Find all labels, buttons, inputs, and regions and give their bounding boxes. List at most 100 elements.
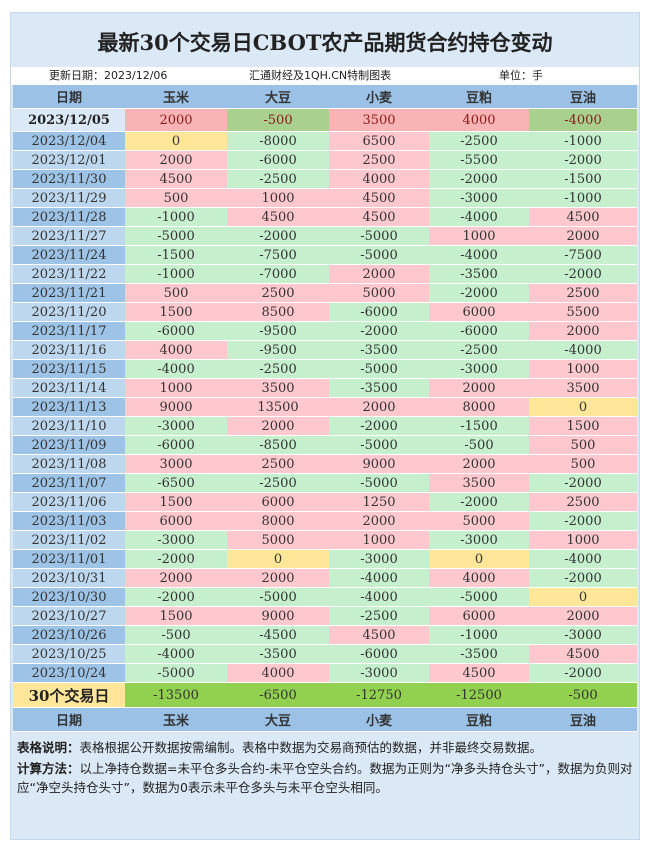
- value-cell: 2000: [529, 226, 637, 246]
- value-cell: -1500: [429, 416, 529, 436]
- date-cell: 2023/12/05: [13, 108, 125, 132]
- value-cell: 6000: [429, 302, 529, 322]
- value-cell: -3500: [329, 340, 429, 360]
- value-cell: -3000: [329, 663, 429, 683]
- subheader: 更新日期：2023/12/06 汇通财经及1QH.CN特制图表 单位：手: [11, 67, 639, 85]
- column-header: 豆粕: [429, 85, 529, 109]
- data-row: 2023/11/08 3000 2500 9000 2000 500: [13, 454, 637, 474]
- value-cell: 0: [429, 549, 529, 569]
- value-cell: -4000: [529, 549, 637, 569]
- value-cell: -4000: [429, 207, 529, 227]
- date-cell: 2023/12/04: [13, 131, 125, 151]
- data-row: 2023/11/09 -6000 -8500 -5000 -500 500: [13, 435, 637, 455]
- value-cell: 8000: [429, 397, 529, 417]
- value-cell: -9500: [227, 340, 329, 360]
- date-cell: 2023/11/14: [13, 378, 125, 398]
- date-cell: 2023/11/21: [13, 283, 125, 303]
- value-cell: -1000: [529, 188, 637, 208]
- value-cell: -8500: [227, 435, 329, 455]
- update-date: 更新日期：2023/12/06: [49, 69, 168, 82]
- value-cell: 8000: [227, 511, 329, 531]
- value-cell: -2000: [125, 587, 227, 607]
- value-cell: -500: [429, 435, 529, 455]
- value-cell: -4000: [329, 587, 429, 607]
- value-cell: -4000: [529, 108, 637, 132]
- column-header: 豆油: [529, 85, 637, 109]
- latest-row: 2023/12/05 2000 -500 3500 4000 -4000: [13, 108, 637, 132]
- date-cell: 2023/12/01: [13, 150, 125, 170]
- value-cell: -2000: [429, 492, 529, 512]
- column-header: 小麦: [329, 85, 429, 109]
- value-cell: 0: [529, 397, 637, 417]
- value-cell: 4500: [329, 207, 429, 227]
- note-text: 表格根据公开数据按需编制。表格中数据为交易商预估的数据，并非最终交易数据。: [79, 740, 543, 755]
- value-cell: -1000: [125, 264, 227, 284]
- value-cell: 1500: [125, 302, 227, 322]
- date-cell: 2023/11/08: [13, 454, 125, 474]
- value-cell: -6000: [429, 321, 529, 341]
- value-cell: 2000: [529, 606, 637, 626]
- value-cell: 1000: [529, 359, 637, 379]
- value-cell: 2500: [529, 492, 637, 512]
- value-cell: 6000: [227, 492, 329, 512]
- value-cell: -5000: [125, 663, 227, 683]
- value-cell: 6500: [329, 131, 429, 151]
- value-cell: -500: [227, 108, 329, 132]
- data-row: 2023/12/01 2000 -6000 2500 -5500 -2000: [13, 150, 637, 170]
- value-cell: -4000: [429, 245, 529, 265]
- data-row: 2023/10/25 -4000 -3500 -6000 -3500 4500: [13, 644, 637, 664]
- value-cell: 1000: [429, 226, 529, 246]
- value-cell: 4500: [227, 207, 329, 227]
- data-row: 2023/10/27 1500 9000 -2500 6000 2000: [13, 606, 637, 626]
- value-cell: 2500: [227, 283, 329, 303]
- value-cell: -7500: [227, 245, 329, 265]
- value-cell: 0: [125, 131, 227, 151]
- date-cell: 2023/11/09: [13, 435, 125, 455]
- value-cell: -3000: [429, 188, 529, 208]
- value-cell: 1500: [125, 492, 227, 512]
- value-cell: 500: [125, 283, 227, 303]
- date-cell: 2023/11/10: [13, 416, 125, 436]
- value-cell: -3000: [329, 549, 429, 569]
- date-cell: 2023/11/01: [13, 549, 125, 569]
- note-label: 计算方法：: [17, 761, 80, 776]
- value-cell: -5000: [329, 473, 429, 493]
- value-cell: 4500: [529, 207, 637, 227]
- note-label: 表格说明：: [17, 740, 80, 755]
- value-cell: -2000: [529, 150, 637, 170]
- value-cell: -2500: [429, 340, 529, 360]
- value-cell: 1500: [529, 416, 637, 436]
- value-cell: 9000: [227, 606, 329, 626]
- date-cell: 2023/11/17: [13, 321, 125, 341]
- value-cell: 2000: [529, 321, 637, 341]
- date-cell: 2023/11/03: [13, 511, 125, 531]
- value-cell: 3500: [227, 378, 329, 398]
- date-cell: 2023/11/02: [13, 530, 125, 550]
- column-header: 日期: [13, 707, 125, 732]
- total-row: 30个交易日 -13500 -6500 -12750 -12500 -500: [13, 682, 637, 708]
- column-header: 大豆: [227, 707, 329, 732]
- value-cell: -2500: [227, 359, 329, 379]
- value-cell: -1000: [429, 625, 529, 645]
- value-cell: 4500: [125, 169, 227, 189]
- value-cell: 4000: [429, 568, 529, 588]
- date-cell: 2023/11/27: [13, 226, 125, 246]
- value-cell: 9000: [329, 454, 429, 474]
- value-cell: 5000: [329, 283, 429, 303]
- value-cell: 2500: [329, 150, 429, 170]
- data-row: 2023/11/13 9000 13500 2000 8000 0: [13, 397, 637, 417]
- data-row: 2023/11/22 -1000 -7000 2000 -3500 -2000: [13, 264, 637, 284]
- date-cell: 2023/11/06: [13, 492, 125, 512]
- value-cell: 4500: [529, 644, 637, 664]
- data-row: 2023/10/31 2000 2000 -4000 4000 -2000: [13, 568, 637, 588]
- note: 表格说明：表格根据公开数据按需编制。表格中数据为交易商预估的数据，并非最终交易数…: [17, 738, 635, 757]
- value-cell: -4000: [125, 644, 227, 664]
- value-cell: 8500: [227, 302, 329, 322]
- date-cell: 2023/10/24: [13, 663, 125, 683]
- data-row: 2023/11/27 -5000 -2000 -5000 1000 2000: [13, 226, 637, 246]
- value-cell: 4000: [227, 663, 329, 683]
- value-cell: -1500: [125, 245, 227, 265]
- value-cell: 1000: [227, 188, 329, 208]
- header-row: 日期 玉米 大豆 小麦 豆粕 豆油: [13, 85, 637, 109]
- value-cell: -3500: [429, 644, 529, 664]
